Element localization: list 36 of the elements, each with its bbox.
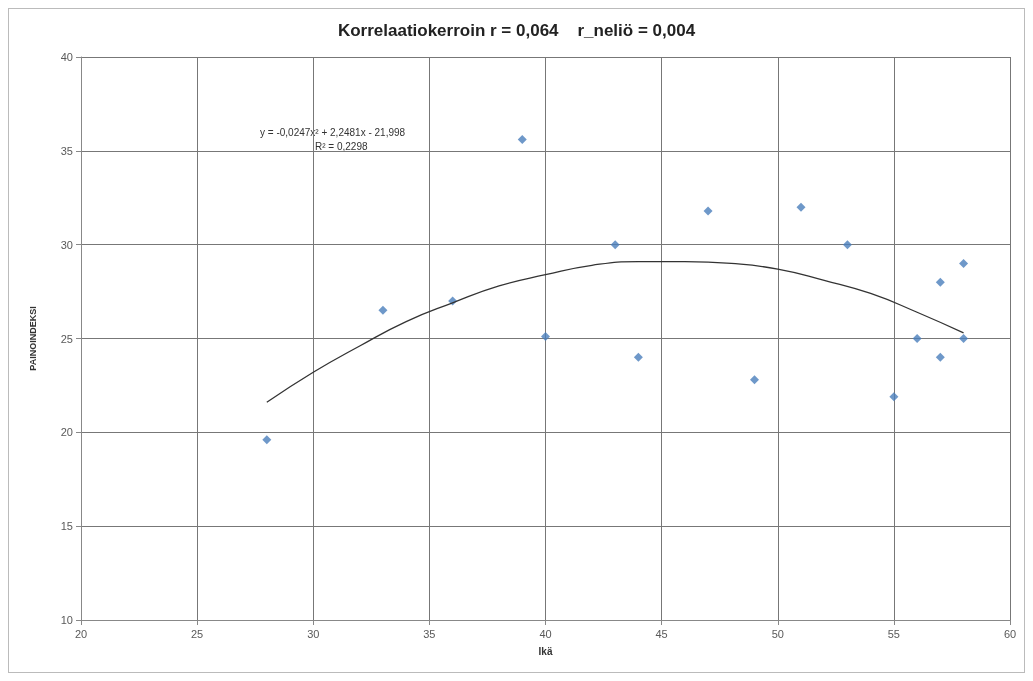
x-tick-label: 50: [771, 627, 784, 640]
point: [517, 135, 527, 145]
y-tick-label: 15: [60, 520, 73, 533]
point: [750, 375, 760, 385]
x-tick-label: 30: [307, 627, 320, 640]
point: [935, 277, 945, 287]
y-tick-label: 20: [60, 426, 73, 439]
y-tick-label: 30: [60, 238, 73, 251]
annotation: R² = 0,2298: [315, 140, 368, 152]
point: [935, 352, 945, 362]
point: [703, 206, 713, 216]
x-tick-label: 35: [423, 627, 436, 640]
point: [889, 392, 899, 402]
x-tick-label: 20: [74, 627, 88, 640]
y-tick-label: 25: [60, 332, 73, 345]
x-tick-label: 25: [191, 627, 204, 640]
y-tick-label: 40: [60, 51, 73, 63]
point: [796, 202, 806, 212]
y-tick-label: 10: [60, 614, 73, 626]
point: [378, 305, 388, 315]
point: [610, 240, 620, 250]
point: [912, 334, 922, 343]
point: [262, 435, 272, 445]
chart-title: Korrelaatiokerroin r = 0,064 r_neliö = 0,004: [337, 21, 696, 40]
x-tick-label: 55: [887, 627, 900, 640]
x-tick-label: 40: [539, 627, 552, 640]
y-tick-label: 35: [60, 144, 73, 157]
point: [633, 352, 643, 362]
x-tick-label: 60: [1003, 627, 1017, 640]
y-axis-title: PAINOINDEKSI: [27, 306, 38, 371]
point: [959, 334, 969, 343]
x-axis-title: Ikä: [538, 645, 553, 657]
x-tick-label: 45: [655, 627, 668, 640]
point: [959, 258, 969, 268]
point: [541, 332, 550, 342]
point: [842, 240, 852, 250]
